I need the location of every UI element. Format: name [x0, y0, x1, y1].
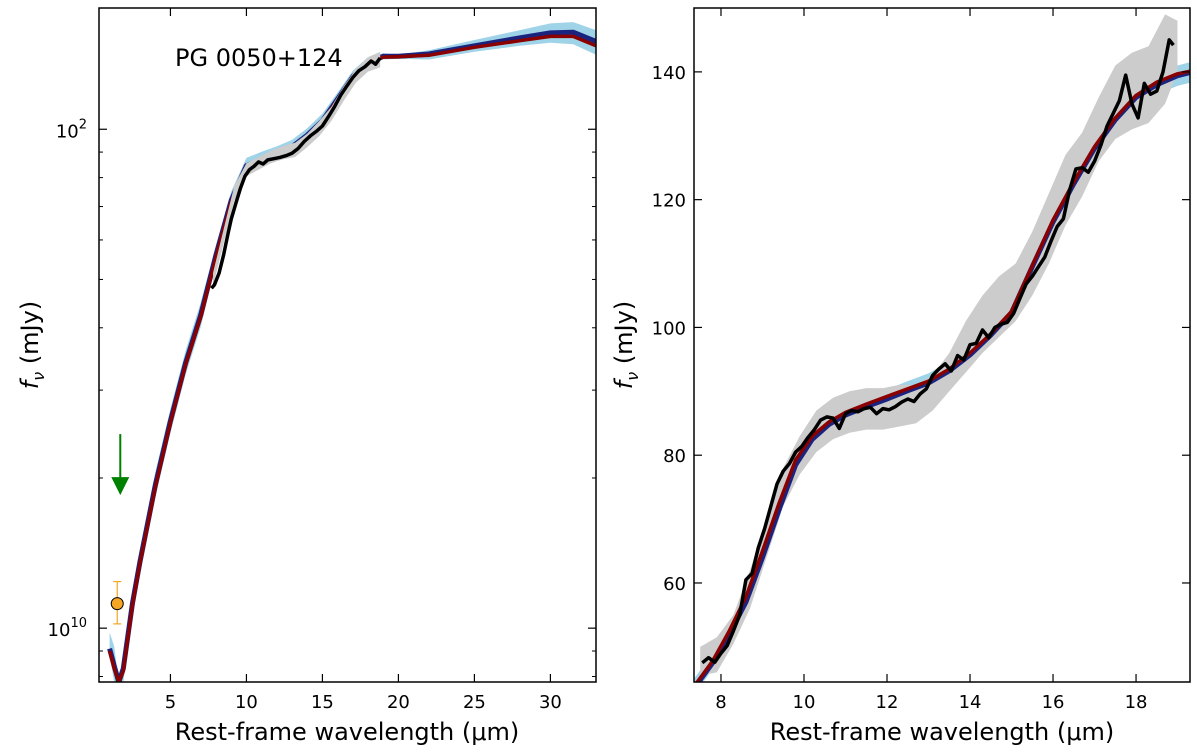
- model-line-blue: [107, 29, 596, 682]
- y-tick-label: 60: [663, 574, 686, 595]
- upper-limit-arrow: [111, 434, 130, 496]
- y-tick-label: 102: [56, 117, 87, 142]
- plot-frame: [98, 7, 597, 683]
- x-tick-label: 10: [235, 692, 258, 713]
- spectrum-uncertainty-band: [213, 51, 381, 286]
- spectrum-uncertainty-band: [700, 14, 1178, 676]
- x-tick-label: 14: [959, 692, 982, 713]
- y-tick-label: 80: [663, 446, 686, 467]
- object-label: PG 0050+124: [175, 44, 343, 72]
- x-axis-label: Rest-frame wavelength (μm): [770, 718, 1115, 746]
- model-uncertainty-band: [109, 22, 596, 682]
- x-tick-label: 18: [1125, 692, 1148, 713]
- x-tick-label: 15: [311, 692, 334, 713]
- x-axis-label: Rest-frame wavelength (μm): [175, 718, 520, 746]
- y-axis-label: fν (mJy): [16, 301, 48, 389]
- y-axis-subscript: ν: [29, 372, 48, 381]
- x-tick-label: 12: [876, 692, 899, 713]
- y-tick-label: 100: [652, 318, 686, 339]
- y-axis-label: fν (mJy): [610, 301, 642, 389]
- left-panel: 5 10 15 20 25 30 1010 102 PG 0050+124 Rest-fra…: [16, 7, 597, 746]
- x-tick-label: 25: [463, 692, 486, 713]
- model-line-red: [107, 34, 596, 682]
- y-axis-unit: (mJy): [16, 301, 44, 372]
- plot-frame: [693, 7, 1191, 683]
- y-tick-label: 120: [652, 191, 686, 212]
- y-tick-label: 1010: [48, 616, 87, 641]
- y-tick-label: 140: [652, 63, 686, 84]
- x-tick-label: 5: [165, 692, 176, 713]
- x-tick-label: 16: [1042, 692, 1065, 713]
- x-tick-label: 20: [387, 692, 410, 713]
- spectrum-line: [701, 38, 1175, 665]
- x-tick-label: 10: [793, 692, 816, 713]
- spectrum-line: [210, 56, 382, 290]
- right-panel: 8 10 12 14 16 18 60 80 100 120 140 Rest-frame wav…: [610, 7, 1191, 746]
- y-axis-unit: (mJy): [610, 301, 638, 372]
- y-axis-subscript: ν: [623, 372, 642, 381]
- x-tick-label: 30: [539, 692, 562, 713]
- photometry-point: [110, 580, 124, 625]
- x-tick-label: 8: [715, 692, 726, 713]
